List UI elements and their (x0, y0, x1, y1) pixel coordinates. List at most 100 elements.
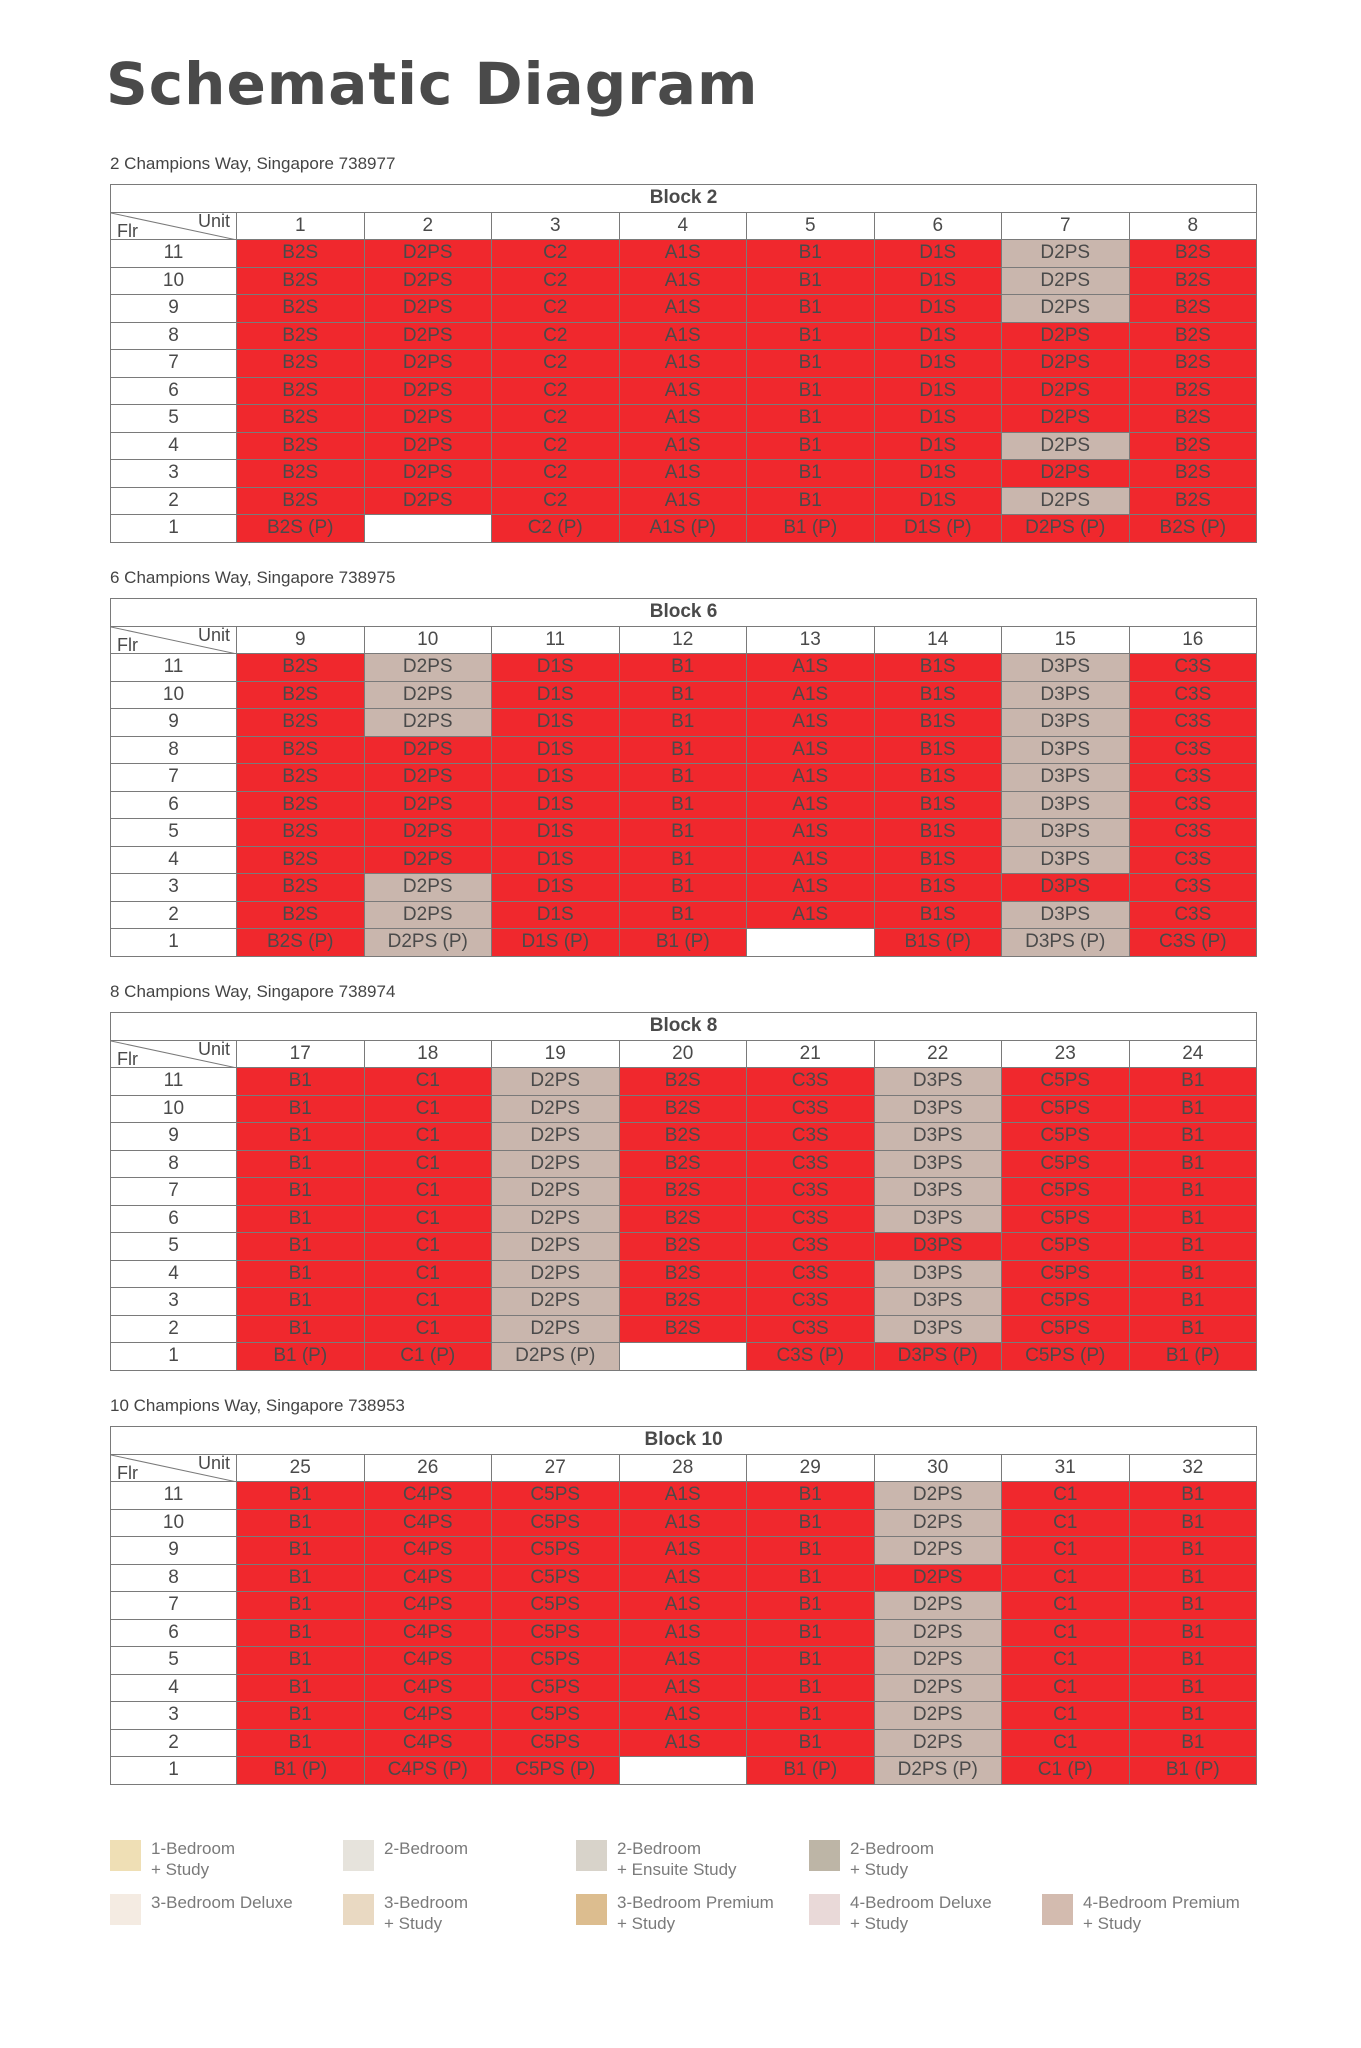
unit-cell-sold[interactable]: B1 (746, 459, 875, 488)
unit-cell-sold[interactable]: B1 (236, 1618, 365, 1647)
unit-cell-sold[interactable]: B1 (1128, 1204, 1258, 1233)
unit-cell-available[interactable]: D2PS (P) (873, 1756, 1002, 1785)
unit-cell-sold[interactable]: C5PS (491, 1646, 620, 1675)
unit-cell-available[interactable]: D3PS (873, 1287, 1002, 1316)
unit-cell-available[interactable]: D2PS (873, 1536, 1002, 1565)
unit-cell-available[interactable]: D2PS (491, 1204, 620, 1233)
unit-cell-sold[interactable]: C5PS (1001, 1259, 1130, 1288)
unit-cell-available[interactable]: D2PS (491, 1094, 620, 1123)
unit-cell-sold[interactable]: B1S (873, 790, 1002, 819)
unit-cell-sold[interactable]: C2 (491, 266, 620, 295)
unit-cell-available[interactable]: D2PS (491, 1232, 620, 1261)
unit-cell-sold[interactable]: C1 (1001, 1591, 1130, 1620)
unit-cell-sold[interactable]: D2PS (363, 735, 492, 764)
unit-cell-sold[interactable]: C1 (P) (363, 1342, 492, 1371)
unit-cell-sold[interactable]: D1S (491, 790, 620, 819)
unit-cell-sold[interactable]: D1S (873, 459, 1002, 488)
unit-cell-sold[interactable]: C5PS (491, 1728, 620, 1757)
unit-cell-sold[interactable]: B1 (746, 1728, 875, 1757)
unit-cell-sold[interactable]: B1 (618, 818, 747, 847)
unit-cell-sold[interactable]: B1S (873, 873, 1002, 902)
unit-cell-sold[interactable]: B2S (236, 873, 365, 902)
unit-cell-sold[interactable]: B1 (1128, 1701, 1258, 1730)
unit-cell-sold[interactable]: B1 (746, 1646, 875, 1675)
unit-cell-sold[interactable]: B1 (1128, 1177, 1258, 1206)
unit-cell-sold[interactable]: C2 (491, 431, 620, 460)
unit-cell-sold[interactable]: C2 (491, 349, 620, 378)
unit-cell-sold[interactable]: B1 (1128, 1673, 1258, 1702)
unit-cell-sold[interactable]: B1 (P) (1128, 1342, 1258, 1371)
unit-cell-sold[interactable]: D1S (873, 431, 1002, 460)
unit-cell-sold[interactable]: B1 (1128, 1618, 1258, 1647)
unit-cell-sold[interactable]: C4PS (363, 1701, 492, 1730)
unit-cell-sold[interactable]: B1S (873, 845, 1002, 874)
unit-cell-sold[interactable]: D2PS (363, 321, 492, 350)
unit-cell-sold[interactable]: B2S (1128, 431, 1258, 460)
unit-cell-available[interactable]: D2PS (363, 653, 492, 682)
unit-cell-sold[interactable]: B1 (746, 431, 875, 460)
unit-cell-sold[interactable]: B2S (618, 1149, 747, 1178)
unit-cell-sold[interactable]: B2S (236, 900, 365, 929)
unit-cell-sold[interactable]: B1 (1128, 1314, 1258, 1343)
unit-cell-sold[interactable]: B2S (236, 294, 365, 323)
unit-cell-sold[interactable]: B1 (746, 321, 875, 350)
unit-cell-sold[interactable]: B1 (746, 486, 875, 515)
unit-cell-sold[interactable]: B1 (618, 873, 747, 902)
unit-cell-sold[interactable]: A1S (618, 266, 747, 295)
unit-cell-available[interactable]: D3PS (1001, 653, 1130, 682)
unit-cell-sold[interactable]: A1S (618, 1673, 747, 1702)
unit-cell-sold[interactable]: C5PS (1001, 1204, 1130, 1233)
unit-cell-available[interactable]: D3PS (P) (1001, 928, 1130, 957)
unit-cell-sold[interactable]: B1 (746, 1563, 875, 1592)
unit-cell-available[interactable]: D3PS (873, 1259, 1002, 1288)
unit-cell-sold[interactable]: C1 (363, 1314, 492, 1343)
unit-cell-sold[interactable]: C3S (P) (746, 1342, 875, 1371)
unit-cell-sold[interactable]: B2S (1128, 239, 1258, 268)
unit-cell-sold[interactable]: B1 (1128, 1563, 1258, 1592)
unit-cell-sold[interactable]: C1 (1001, 1673, 1130, 1702)
unit-cell-available[interactable]: D3PS (873, 1122, 1002, 1151)
unit-cell-sold[interactable]: B1 (618, 735, 747, 764)
unit-cell-sold[interactable]: D2PS (1001, 404, 1130, 433)
unit-cell-sold[interactable]: C5PS (491, 1508, 620, 1537)
unit-cell-sold[interactable]: A1S (746, 900, 875, 929)
unit-cell-available[interactable]: D2PS (873, 1646, 1002, 1675)
unit-cell-sold[interactable]: D1S (491, 763, 620, 792)
unit-cell-available[interactable]: D2PS (363, 900, 492, 929)
unit-cell-sold[interactable]: D3PS (1001, 873, 1130, 902)
unit-cell-sold[interactable]: C3S (1128, 763, 1258, 792)
unit-cell-available[interactable]: D3PS (1001, 790, 1130, 819)
unit-cell-sold[interactable]: D2PS (363, 459, 492, 488)
unit-cell-sold[interactable]: B1S (873, 735, 1002, 764)
unit-cell-sold[interactable]: D2PS (873, 1563, 1002, 1592)
unit-cell-sold[interactable]: B1S (873, 680, 1002, 709)
unit-cell-sold[interactable]: B1S (873, 900, 1002, 929)
unit-cell-sold[interactable]: C2 (491, 486, 620, 515)
unit-cell-sold[interactable]: C5PS (491, 1536, 620, 1565)
unit-cell-sold[interactable]: B2S (618, 1067, 747, 1096)
unit-cell-sold[interactable]: B1 (1128, 1728, 1258, 1757)
unit-cell-available[interactable]: D2PS (1001, 266, 1130, 295)
unit-cell-sold[interactable]: B2S (236, 459, 365, 488)
unit-cell-sold[interactable]: C5PS (491, 1563, 620, 1592)
unit-cell-sold[interactable]: C2 (491, 404, 620, 433)
unit-cell-sold[interactable]: C5PS (P) (1001, 1342, 1130, 1371)
unit-cell-sold[interactable]: B1 (1128, 1646, 1258, 1675)
unit-cell-available[interactable]: D2PS (1001, 294, 1130, 323)
unit-cell-sold[interactable]: B1 (618, 790, 747, 819)
unit-cell-sold[interactable]: B2S (1128, 349, 1258, 378)
unit-cell-sold[interactable]: B1 (236, 1728, 365, 1757)
unit-cell-sold[interactable]: D2PS (363, 239, 492, 268)
unit-cell-sold[interactable]: D2PS (1001, 376, 1130, 405)
unit-cell-sold[interactable]: C1 (P) (1001, 1756, 1130, 1785)
unit-cell-sold[interactable]: A1S (618, 1508, 747, 1537)
unit-cell-sold[interactable]: B2S (236, 763, 365, 792)
unit-cell-sold[interactable]: B2S (236, 790, 365, 819)
unit-cell-available[interactable]: D2PS (491, 1067, 620, 1096)
unit-cell-sold[interactable]: A1S (618, 239, 747, 268)
unit-cell-sold[interactable]: B1 (1128, 1287, 1258, 1316)
unit-cell-available[interactable]: D3PS (873, 1067, 1002, 1096)
unit-cell-sold[interactable]: D2PS (363, 404, 492, 433)
unit-cell-available[interactable]: D2PS (873, 1508, 1002, 1537)
unit-cell-sold[interactable]: C5PS (1001, 1067, 1130, 1096)
